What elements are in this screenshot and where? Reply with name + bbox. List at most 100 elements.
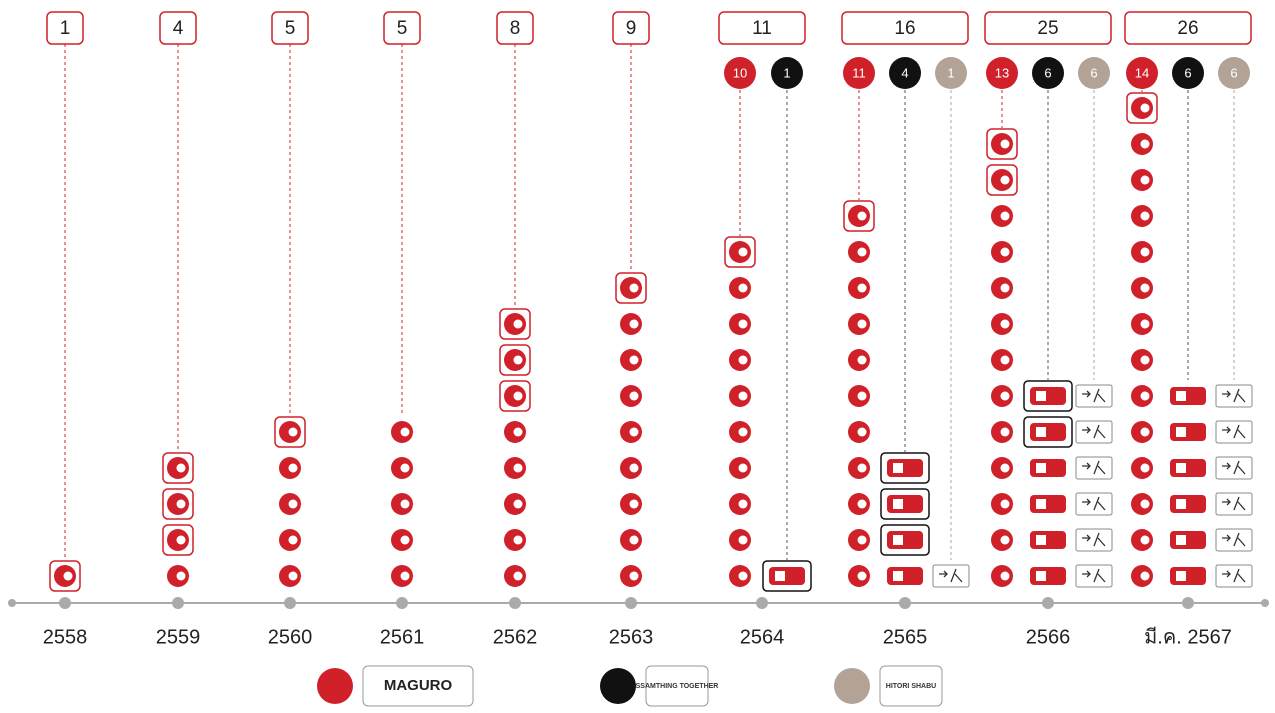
year-label: มี.ค. 2567 [1144,626,1232,648]
maguro-icon-eye [857,355,867,365]
total-label: 25 [1037,18,1058,39]
timeline-dot [396,597,408,609]
new-highlight [880,452,930,484]
icon-stack [1215,384,1253,588]
maguro-icon-eye [1140,283,1150,293]
icon-stack [1170,387,1206,585]
new-highlight [499,308,531,340]
ssamthing-icon [1170,531,1206,549]
ssamthing-icon [1030,495,1066,513]
legend-label: SSAMTHING TOGETHER [636,683,719,690]
maguro-icon-eye [1000,391,1010,401]
new-highlight [1023,380,1073,412]
ssamthing-icon-detail [775,571,785,581]
total-box [1124,11,1252,45]
maguro-icon-eye [738,571,748,581]
icon-stack [843,200,875,587]
count-label: 6 [1090,65,1097,80]
ssamthing-icon-detail [1036,463,1046,473]
maguro-icon-eye [857,535,867,545]
new-highlight [986,164,1018,196]
timeline-dot [284,597,296,609]
maguro-icon-eye [400,463,410,473]
hitori-icon-mark [1222,424,1246,439]
ssamthing-icon [1030,531,1066,549]
ssamthing-icon [769,567,805,585]
ssamthing-icon [1030,567,1066,585]
total-box [841,11,969,45]
icon-stack [615,272,647,587]
count-badge [889,57,921,89]
new-highlight [162,524,194,556]
timeline-dot [172,597,184,609]
icon-stack [391,421,413,587]
maguro-icon-eye [857,499,867,509]
total-box [984,11,1112,45]
maguro-icon-eye [1000,211,1010,221]
new-highlight [162,452,194,484]
ssamthing-icon [1170,567,1206,585]
maguro-icon-eye [1140,427,1150,437]
ssamthing-icon-detail [1036,427,1046,437]
maguro-icon-eye [176,571,186,581]
maguro-icon-eye [857,247,867,257]
maguro-icon-eye [1140,103,1150,113]
timeline-dot [899,597,911,609]
maguro-icon-eye [857,391,867,401]
ssamthing-icon-detail [1176,571,1186,581]
icon-stack [880,452,930,585]
count-label: 13 [995,65,1009,80]
icon-stack [724,236,756,587]
maguro-icon-eye [629,535,639,545]
maguro-icon-eye [1000,319,1010,329]
hitori-icon [1215,564,1253,588]
timeline-end [8,599,16,607]
ssamthing-icon [887,459,923,477]
maguro-icon-eye [738,283,748,293]
year-label: 2563 [609,626,654,648]
maguro-icon-eye [1000,139,1010,149]
ssamthing-icon [1030,459,1066,477]
maguro-icon-eye [738,535,748,545]
new-highlight [843,200,875,232]
ssamthing-icon-detail [893,463,903,473]
total-label: 8 [510,18,521,39]
total-label: 26 [1177,18,1198,39]
new-highlight [724,236,756,268]
ssamthing-icon-detail [1176,427,1186,437]
maguro-icon-eye [1000,247,1010,257]
hitori-icon [1075,420,1113,444]
ssamthing-icon-detail [1036,499,1046,509]
maguro-icon-eye [1140,571,1150,581]
hitori-icon-mark [1082,568,1106,583]
hitori-icon [1075,492,1113,516]
timeline-dot [1042,597,1054,609]
count-badge [1078,57,1110,89]
hitori-icon-mark [1222,496,1246,511]
maguro-icon-eye [629,391,639,401]
maguro-icon-eye [738,391,748,401]
ssamthing-icon-detail [1036,391,1046,401]
year-label: 2562 [493,626,538,648]
total-label: 9 [626,18,637,39]
maguro-icon-eye [629,355,639,365]
hitori-icon [1215,528,1253,552]
year-label: 2561 [380,626,425,648]
maguro-icon-eye [738,427,748,437]
maguro-icon-eye [176,499,186,509]
ssamthing-icon-detail [1176,391,1186,401]
hitori-icon [1075,528,1113,552]
new-highlight [615,272,647,304]
icon-stack [986,128,1018,587]
maguro-icon-eye [857,319,867,329]
ssamthing-icon-detail [1036,571,1046,581]
maguro-icon-eye [400,535,410,545]
hitori-icon [932,564,970,588]
count-badge [1218,57,1250,89]
hitori-icon [1075,384,1113,408]
maguro-icon-eye [1140,391,1150,401]
maguro-icon-eye [629,499,639,509]
maguro-icon-eye [629,319,639,329]
total-label: 4 [173,18,184,39]
